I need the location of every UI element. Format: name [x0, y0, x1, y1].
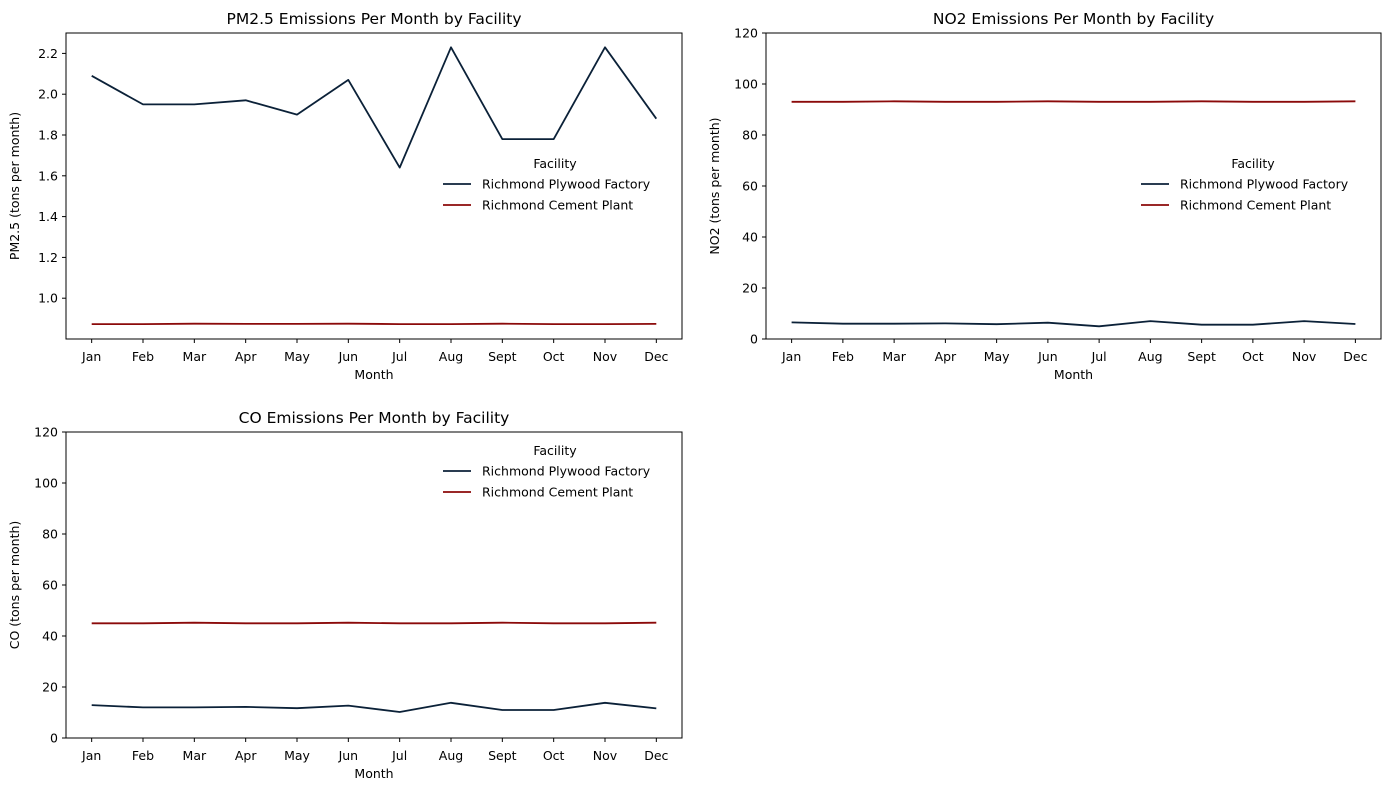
x-tick-label: Aug: [1138, 349, 1162, 364]
y-tick-label: 60: [42, 578, 58, 593]
x-tick-label: Sept: [488, 349, 517, 364]
legend: Facility Richmond Plywood Factory Richmond…: [1141, 156, 1349, 213]
legend-entry: Richmond Cement Plant: [1180, 198, 1331, 213]
x-tick-label: Oct: [543, 748, 565, 763]
x-tick-label: Sept: [488, 748, 517, 763]
legend-entry: Richmond Cement Plant: [482, 485, 633, 500]
legend: Facility Richmond Plywood Factory Richmond…: [443, 156, 651, 213]
legend: Facility Richmond Plywood Factory Richmond…: [443, 443, 651, 500]
y-tick-label: 2.0: [38, 87, 58, 102]
plot-frame: [65, 32, 683, 340]
x-tick-label: Mar: [183, 349, 207, 364]
y-axis-label: PM2.5 (tons per month): [7, 112, 22, 260]
x-tick-label: Feb: [832, 349, 854, 364]
y-tick-label: 1.8: [38, 128, 58, 143]
y-tick-label: 0: [750, 332, 758, 347]
legend-entry: Richmond Cement Plant: [482, 198, 633, 213]
x-tick-label: Jul: [391, 748, 407, 763]
x-tick-label: May: [284, 349, 310, 364]
chart-title: NO2 Emissions Per Month by Facility: [933, 10, 1214, 28]
y-axis-label: NO2 (tons per month): [707, 117, 722, 254]
y-tick-label: 40: [742, 230, 758, 245]
y-tick-label: 100: [734, 77, 758, 92]
x-tick-label: Dec: [644, 349, 668, 364]
legend-entry: Richmond Plywood Factory: [482, 177, 651, 192]
x-tick-label: Oct: [1242, 349, 1264, 364]
chart-title: PM2.5 Emissions Per Month by Facility: [226, 10, 521, 28]
y-tick-label: 1.0: [38, 291, 58, 306]
y-tick-label: 1.4: [38, 209, 58, 224]
y-tick-label: 100: [34, 476, 58, 491]
x-tick-label: Jun: [1037, 349, 1058, 364]
y-tick-label: 40: [42, 629, 58, 644]
x-tick-label: Nov: [1292, 349, 1317, 364]
series-line-2: [791, 100, 1356, 103]
series-line-1: [91, 46, 658, 169]
chart-title: CO Emissions Per Month by Facility: [239, 409, 510, 427]
x-tick-label: Sept: [1187, 349, 1216, 364]
x-tick-label: Jul: [1091, 349, 1107, 364]
y-tick-label: 60: [742, 179, 758, 194]
y-tick-label: 2.2: [38, 46, 58, 61]
x-tick-label: Oct: [543, 349, 565, 364]
x-tick-label: Jun: [338, 748, 359, 763]
x-tick-label: Nov: [593, 748, 618, 763]
x-tick-label: Feb: [132, 748, 154, 763]
y-tick-label: 80: [42, 527, 58, 542]
x-tick-label: Apr: [935, 349, 957, 364]
x-tick-label: May: [284, 748, 310, 763]
x-tick-label: Feb: [132, 349, 154, 364]
x-axis-label: Month: [354, 766, 393, 781]
series-line-2: [91, 621, 657, 625]
y-tick-label: 1.2: [38, 250, 58, 265]
x-tick-label: Jul: [391, 349, 407, 364]
y-tick-label: 20: [42, 680, 58, 695]
y-tick-label: 120: [734, 26, 758, 41]
y-tick-label: 80: [742, 128, 758, 143]
x-tick-label: Jan: [81, 349, 101, 364]
legend-entry: Richmond Plywood Factory: [482, 464, 651, 479]
x-tick-label: Jan: [81, 748, 101, 763]
y-tick-label: 120: [34, 425, 58, 440]
y-axis-label: CO (tons per month): [7, 521, 22, 650]
x-tick-label: Mar: [882, 349, 906, 364]
chart-panel-3: CO Emissions Per Month by Facility Jan Feb…: [7, 409, 683, 781]
x-axis-label: Month: [354, 367, 393, 382]
x-tick-label: Dec: [1343, 349, 1367, 364]
y-tick-label: 1.6: [38, 168, 58, 183]
legend-title: Facility: [533, 443, 577, 458]
chart-panel-2: NO2 Emissions Per Month by Facility Jan Fe…: [707, 10, 1382, 382]
x-tick-label: Jun: [338, 349, 359, 364]
legend-title: Facility: [1231, 156, 1275, 171]
y-tick-label: 20: [742, 281, 758, 296]
x-tick-label: Aug: [439, 349, 463, 364]
x-tick-label: Aug: [439, 748, 463, 763]
x-tick-label: May: [984, 349, 1010, 364]
series-line-1: [791, 320, 1356, 328]
x-axis-label: Month: [1054, 367, 1093, 382]
x-tick-label: Nov: [593, 349, 618, 364]
legend-title: Facility: [533, 156, 577, 171]
legend-entry: Richmond Plywood Factory: [1180, 177, 1349, 192]
x-tick-label: Apr: [235, 349, 257, 364]
series-line-1: [91, 701, 657, 713]
x-tick-label: Mar: [183, 748, 207, 763]
y-tick-label: 0: [50, 731, 58, 746]
x-tick-label: Dec: [644, 748, 668, 763]
x-tick-label: Jan: [781, 349, 801, 364]
x-tick-label: Apr: [235, 748, 257, 763]
chart-panel-1: PM2.5 Emissions Per Month by Facility Jan…: [7, 10, 683, 382]
